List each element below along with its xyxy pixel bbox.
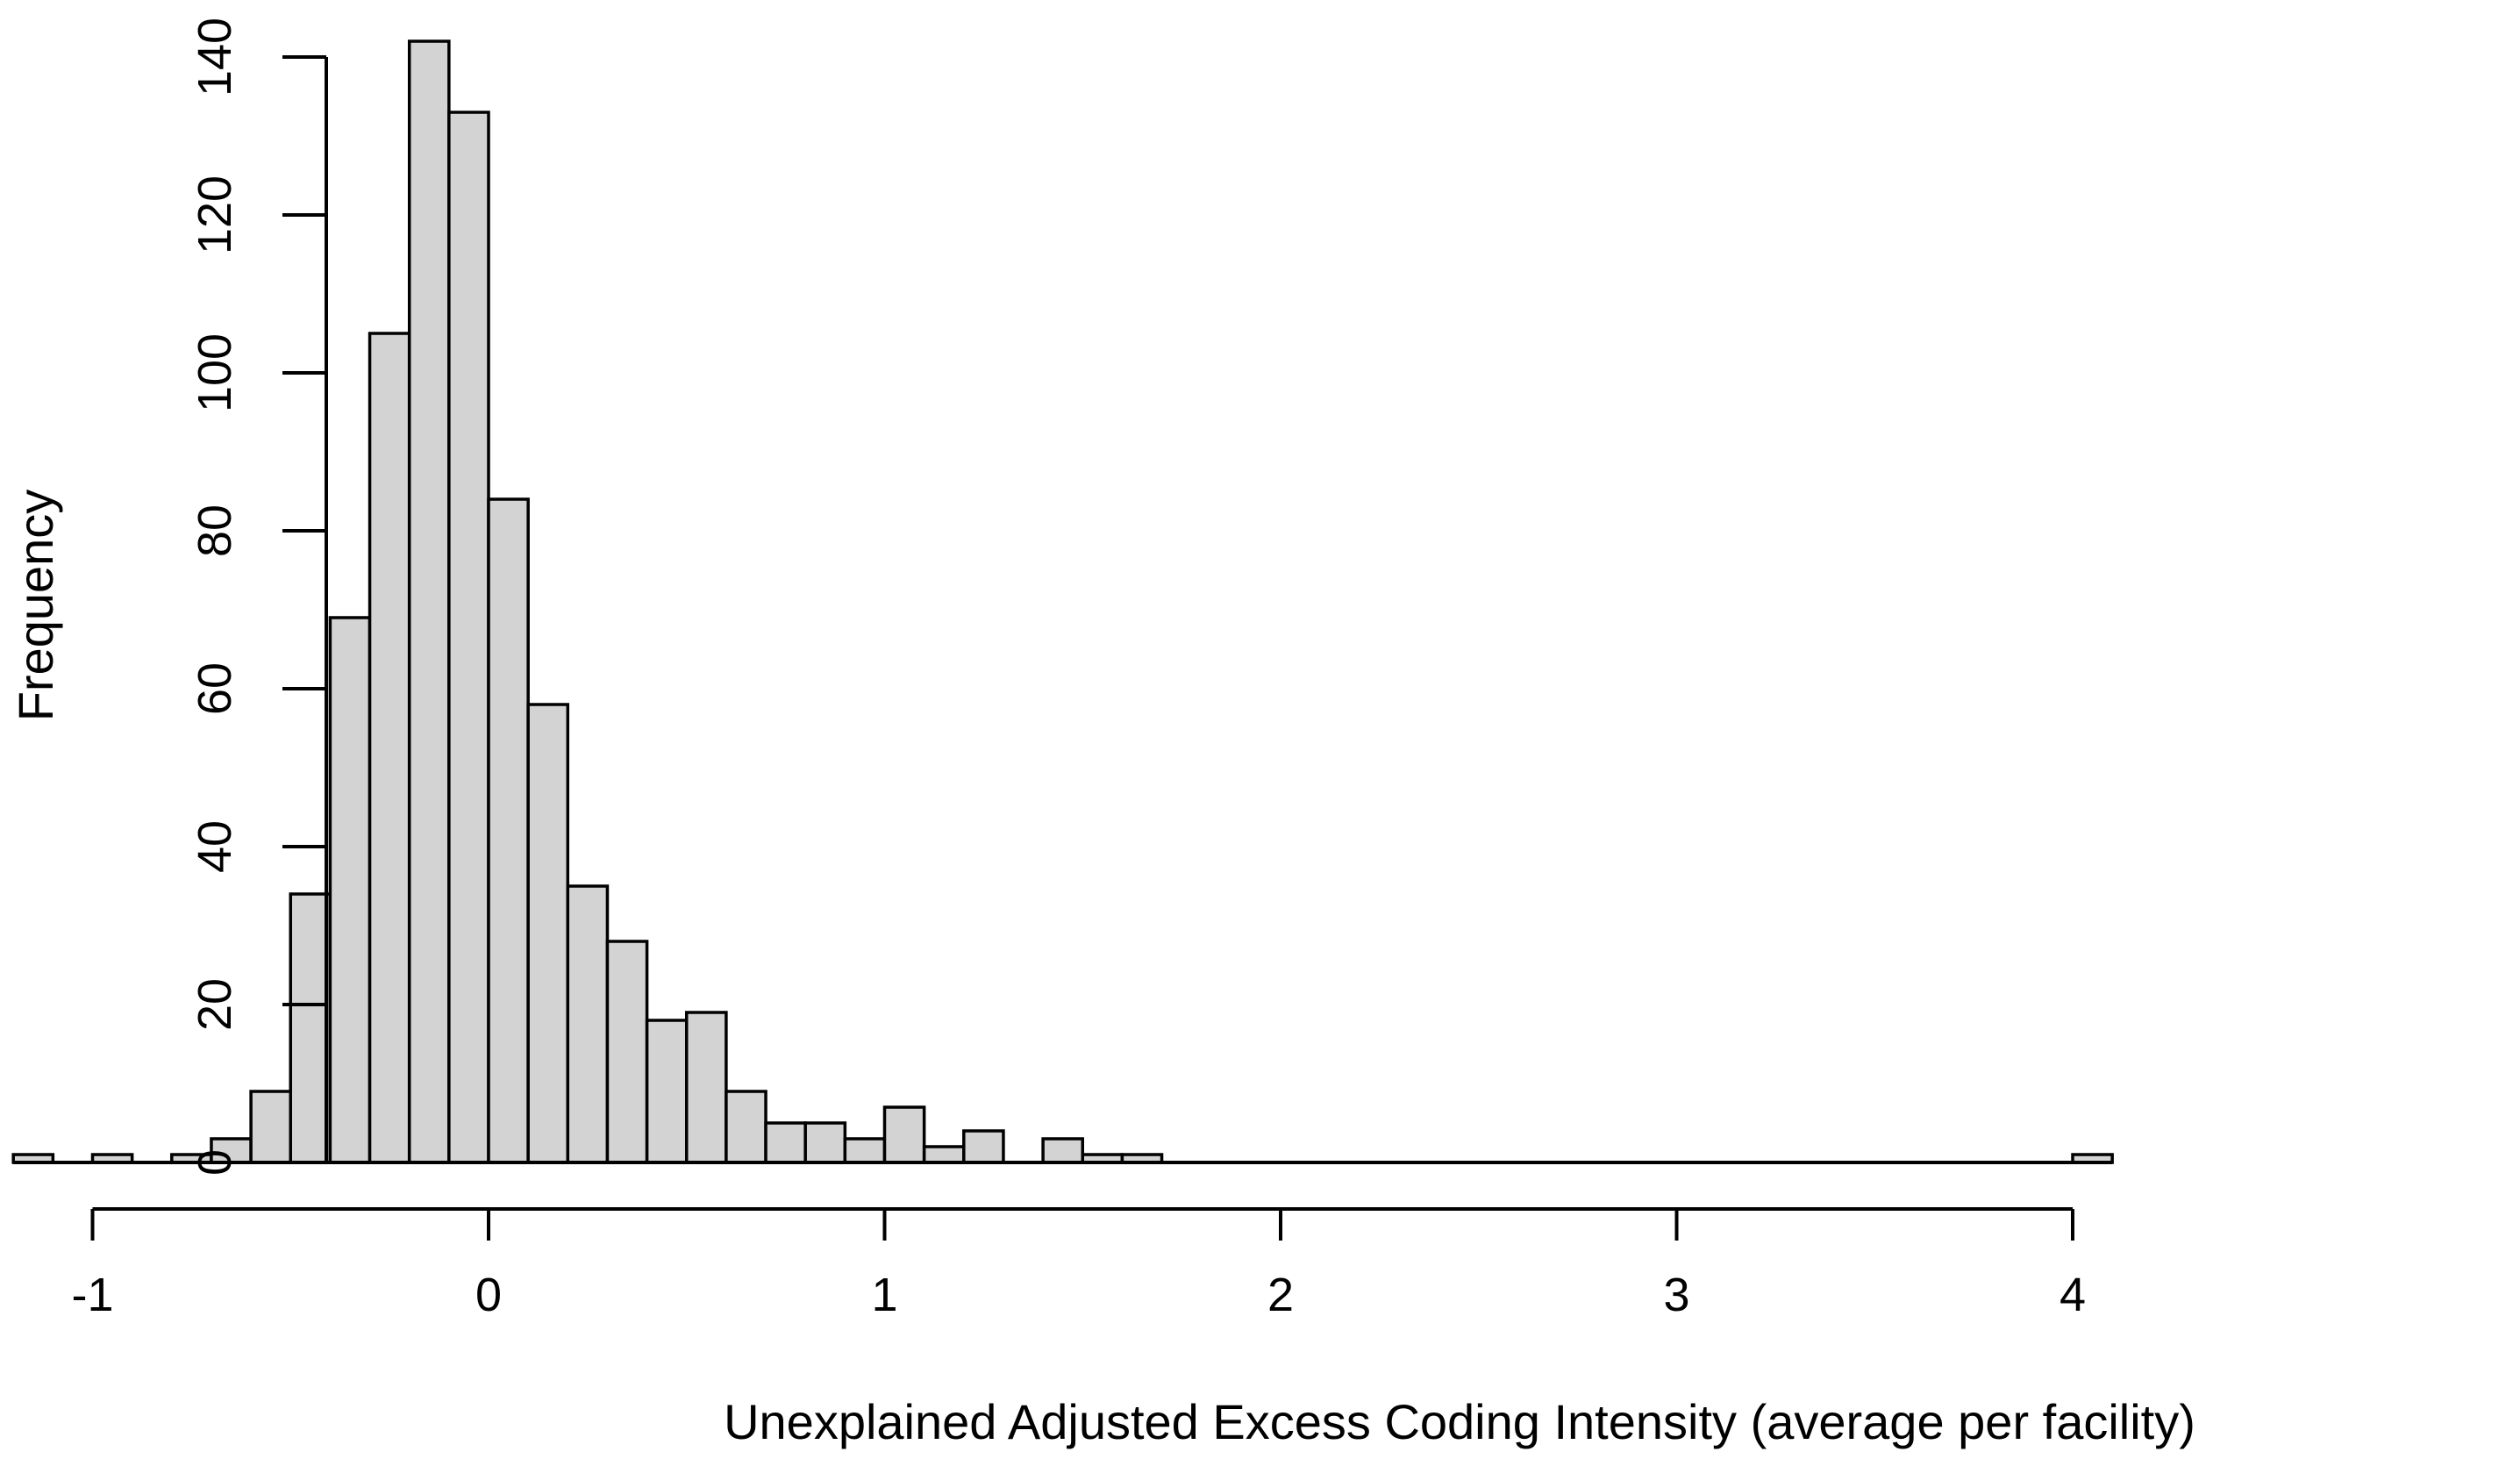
y-tick-label: 60 (189, 662, 241, 715)
x-axis-title: Unexplained Adjusted Excess Coding Inten… (724, 1394, 2195, 1449)
histogram-bar (1041, 1137, 1084, 1164)
y-axis: 0 20 40 60 80 100 120 140 (189, 18, 328, 1176)
y-tick-label: 40 (189, 820, 241, 873)
x-tick-label: 4 (2060, 1269, 2086, 1321)
y-tick-label: 20 (189, 978, 241, 1031)
histogram-bar (328, 616, 372, 1164)
histogram-bar (368, 332, 411, 1164)
x-tick-label: 2 (1267, 1269, 1294, 1321)
histogram-bar (922, 1145, 966, 1164)
histogram-bar (803, 1121, 847, 1164)
histogram-bar (249, 1090, 293, 1164)
histogram-bar (882, 1105, 926, 1164)
histogram-bar (645, 1019, 689, 1164)
y-tick-label: 140 (189, 18, 241, 97)
histogram-bar (725, 1090, 767, 1164)
y-axis-title: Frequency (8, 490, 63, 722)
x-axis: -1 0 1 2 3 4 (71, 1207, 2086, 1321)
histogram-bar (526, 703, 570, 1164)
histogram-bar (447, 111, 490, 1164)
histogram-bar (843, 1137, 887, 1164)
histogram-bar (962, 1129, 1005, 1164)
histogram-bar (289, 892, 332, 1164)
histogram-bar (566, 884, 610, 1164)
y-tick-label: 120 (189, 175, 241, 254)
x-tick-label: 3 (1663, 1269, 1689, 1321)
histogram-bar (685, 1011, 728, 1164)
histogram-bar (407, 39, 451, 1164)
x-tick-label: -1 (71, 1269, 113, 1321)
histogram-bar (605, 940, 649, 1164)
x-tick-label: 0 (475, 1269, 502, 1321)
histogram-bar (487, 497, 530, 1164)
histogram-bar (764, 1121, 807, 1164)
histogram-bars (11, 39, 2114, 1164)
y-tick-label: 80 (189, 504, 241, 557)
y-tick-label: 100 (189, 333, 241, 412)
y-tick-label: 0 (189, 1149, 241, 1176)
x-tick-label: 1 (871, 1269, 897, 1321)
